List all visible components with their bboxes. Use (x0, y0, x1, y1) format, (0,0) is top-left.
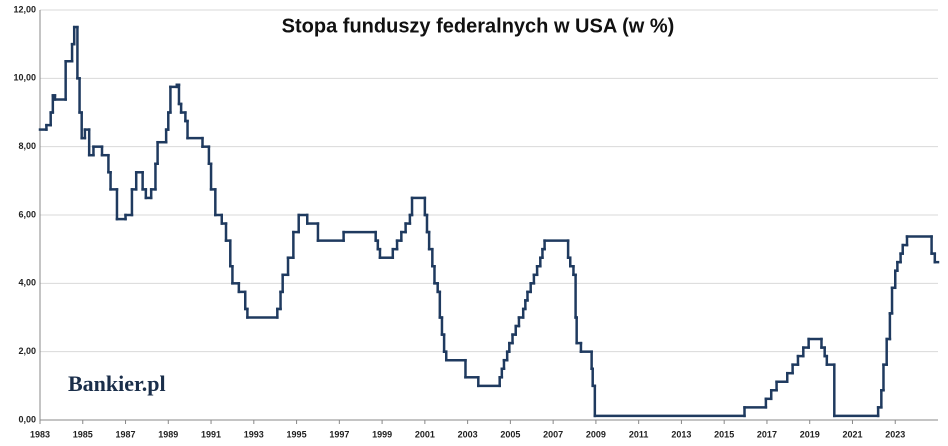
y-tick-label: 8,00 (18, 141, 36, 151)
x-tick-label: 2007 (543, 429, 563, 439)
chart-title: Stopa funduszy federalnych w USA (w %) (282, 15, 675, 37)
y-tick-label: 0,00 (18, 414, 36, 424)
x-tick-label: 1997 (329, 429, 349, 439)
x-tick-label: 2019 (800, 429, 820, 439)
x-tick-label: 1999 (372, 429, 392, 439)
x-tick-label: 2021 (842, 429, 862, 439)
x-tick-label: 2023 (885, 429, 905, 439)
x-tick-label: 1995 (287, 429, 307, 439)
y-tick-label: 2,00 (18, 346, 36, 356)
watermark: Bankier.pl (68, 371, 166, 396)
x-tick-label: 1993 (244, 429, 264, 439)
x-tick-label: 2013 (671, 429, 691, 439)
x-tick-label: 1983 (30, 429, 50, 439)
x-tick-label: 2011 (629, 429, 649, 439)
x-tick-label: 1987 (116, 429, 136, 439)
x-tick-label: 1991 (201, 429, 221, 439)
x-tick-label: 2005 (500, 429, 520, 439)
y-tick-label: 6,00 (18, 209, 36, 219)
x-tick-label: 2017 (757, 429, 777, 439)
x-tick-label: 2009 (586, 429, 606, 439)
y-tick-label: 10,00 (13, 73, 36, 83)
y-tick-label: 4,00 (18, 278, 36, 288)
x-tick-label: 1985 (73, 429, 93, 439)
x-tick-label: 2015 (714, 429, 734, 439)
x-tick-label: 2001 (415, 429, 435, 439)
x-tick-label: 2003 (458, 429, 478, 439)
x-tick-label: 1989 (158, 429, 178, 439)
y-tick-label: 12,00 (13, 4, 36, 14)
